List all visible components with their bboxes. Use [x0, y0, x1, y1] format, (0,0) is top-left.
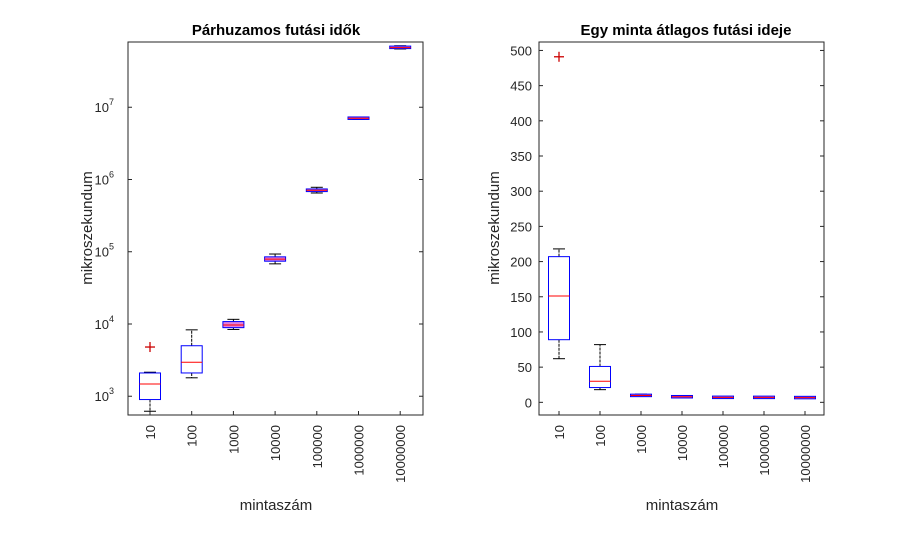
- right-y-tick-label: 0: [525, 395, 532, 410]
- right-y-tick-label: 100: [510, 325, 532, 340]
- left-box-10: [139, 342, 161, 412]
- left-y-tick-label: 104: [95, 314, 114, 332]
- right-y-tick-label: 150: [510, 290, 532, 305]
- left-x-tick-label: 1000000: [352, 425, 367, 476]
- right-box-10: [548, 51, 570, 360]
- left-y-axis-label: mikroszekundum: [79, 171, 96, 284]
- left-x-tick-label: 10000000: [393, 425, 408, 483]
- right-subplot: Egy minta átlagos futási ideje 0 50 100 150…: [486, 22, 825, 514]
- left-x-axis-label: mintaszám: [240, 497, 313, 514]
- left-box-10000: [264, 253, 287, 265]
- right-x-tick-label: 1000000: [757, 425, 772, 476]
- left-x-tick-label: 10000: [268, 425, 283, 461]
- right-x-tick-label: 100: [593, 425, 608, 447]
- right-x-tick-label: 100000: [716, 425, 731, 468]
- left-x-tick-label: 1000: [226, 425, 241, 454]
- right-x-tick-label: 10: [552, 425, 567, 439]
- right-y-tick-label: 300: [510, 184, 532, 199]
- left-x-tick-label: 100000: [310, 425, 325, 468]
- left-y-tick-label: 103: [95, 386, 114, 404]
- right-box-10000000: [794, 395, 816, 400]
- outlier-marker: [145, 342, 155, 353]
- right-x-ticks: 10 100 1000 10000 100000 1000000 10000000: [552, 411, 813, 483]
- right-y-ticks: 0 50 100 150 200 250 300 350 400 450 500: [510, 43, 824, 410]
- box-iqr: [180, 345, 203, 374]
- right-x-tick-label: 10000000: [798, 425, 813, 483]
- right-y-tick-label: 50: [518, 360, 532, 375]
- left-box-100: [180, 329, 203, 379]
- right-y-tick-label: 350: [510, 149, 532, 164]
- right-box-1000: [630, 393, 652, 398]
- left-box-1000000: [347, 116, 370, 120]
- right-x-tick-label: 1000: [634, 425, 649, 454]
- right-box-100000: [712, 395, 734, 400]
- right-y-tick-label: 250: [510, 219, 532, 234]
- right-box-100: [589, 344, 611, 391]
- right-y-tick-label: 200: [510, 255, 532, 270]
- right-x-axis-label: mintaszám: [646, 497, 719, 514]
- box-iqr: [548, 256, 570, 341]
- box-iqr: [589, 365, 611, 389]
- box-iqr: [139, 372, 161, 401]
- left-x-tick-label: 100: [185, 425, 200, 447]
- right-boxes: [548, 51, 816, 400]
- left-y-ticks: 103 104 105 106 107: [95, 97, 423, 404]
- left-box-10000000: [389, 45, 412, 50]
- left-subplot: Párhuzamos futási idők 103 104 105 106 107 1…: [79, 22, 424, 514]
- left-chart-title: Párhuzamos futási idők: [192, 22, 361, 39]
- left-box-1000: [222, 318, 245, 330]
- right-x-tick-label: 10000: [675, 425, 690, 461]
- right-y-axis-label: mikroszekundum: [486, 171, 503, 284]
- right-box-1000000: [753, 395, 775, 400]
- left-x-tick-label: 10: [143, 425, 158, 439]
- left-boxes: [139, 45, 412, 412]
- right-y-tick-label: 450: [510, 79, 532, 94]
- left-y-tick-label: 106: [95, 169, 114, 187]
- right-y-tick-label: 400: [510, 114, 532, 129]
- left-box-100000: [305, 186, 328, 194]
- left-x-ticks: 10 100 1000 10000 100000 1000000 10000000: [143, 411, 408, 483]
- right-y-tick-label: 500: [510, 43, 532, 58]
- left-y-tick-label: 107: [95, 97, 114, 115]
- outlier-marker: [554, 51, 564, 62]
- left-y-tick-label: 105: [95, 242, 114, 260]
- right-box-10000: [671, 394, 693, 399]
- right-chart-title: Egy minta átlagos futási ideje: [581, 22, 792, 39]
